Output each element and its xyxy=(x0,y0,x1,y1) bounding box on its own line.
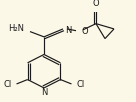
Text: Cl: Cl xyxy=(76,80,85,89)
Text: Cl: Cl xyxy=(3,80,12,89)
Text: N: N xyxy=(65,26,71,35)
Text: H₂N: H₂N xyxy=(8,24,24,33)
Text: O: O xyxy=(81,27,88,36)
Text: N: N xyxy=(41,88,47,97)
Text: O: O xyxy=(93,0,99,8)
